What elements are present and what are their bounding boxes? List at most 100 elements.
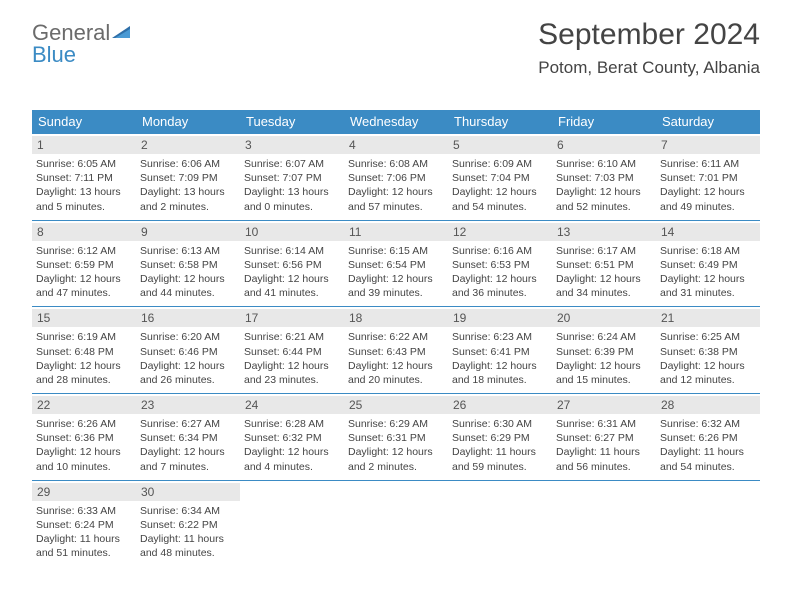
daylight-line: and 41 minutes. [244,286,340,300]
sunset-line: Sunset: 6:32 PM [244,431,340,445]
sunset-line: Sunset: 6:59 PM [36,258,132,272]
daylight-line: Daylight: 13 hours [140,185,236,199]
daylight-line: Daylight: 12 hours [36,359,132,373]
daylight-line: Daylight: 12 hours [348,272,444,286]
day-number: 13 [552,223,656,241]
sunset-line: Sunset: 7:01 PM [660,171,756,185]
calendar-week: 22Sunrise: 6:26 AMSunset: 6:36 PMDayligh… [32,394,760,481]
daylight-line: and 57 minutes. [348,200,444,214]
day-label: Monday [136,110,240,134]
daylight-line: and 12 minutes. [660,373,756,387]
sunset-line: Sunset: 7:04 PM [452,171,548,185]
daylight-line: Daylight: 12 hours [452,185,548,199]
page-location: Potom, Berat County, Albania [538,58,760,78]
sunrise-line: Sunrise: 6:11 AM [660,157,756,171]
daylight-line: Daylight: 12 hours [36,445,132,459]
sunset-line: Sunset: 6:36 PM [36,431,132,445]
daylight-line: and 7 minutes. [140,460,236,474]
sunrise-line: Sunrise: 6:22 AM [348,330,444,344]
daylight-line: and 18 minutes. [452,373,548,387]
sunset-line: Sunset: 6:29 PM [452,431,548,445]
day-label: Sunday [32,110,136,134]
calendar-cell: 29Sunrise: 6:33 AMSunset: 6:24 PMDayligh… [32,481,136,567]
daylight-line: and 34 minutes. [556,286,652,300]
calendar-cell: 26Sunrise: 6:30 AMSunset: 6:29 PMDayligh… [448,394,552,480]
calendar-cell: 1Sunrise: 6:05 AMSunset: 7:11 PMDaylight… [32,134,136,220]
calendar-cell: 23Sunrise: 6:27 AMSunset: 6:34 PMDayligh… [136,394,240,480]
sunrise-line: Sunrise: 6:28 AM [244,417,340,431]
day-number: 19 [448,309,552,327]
day-number: 29 [32,483,136,501]
daylight-line: Daylight: 12 hours [348,445,444,459]
daylight-line: Daylight: 12 hours [36,272,132,286]
sunrise-line: Sunrise: 6:21 AM [244,330,340,344]
brand-logo: General Blue [32,22,132,66]
sunrise-line: Sunrise: 6:30 AM [452,417,548,431]
calendar-cell: 7Sunrise: 6:11 AMSunset: 7:01 PMDaylight… [656,134,760,220]
sunset-line: Sunset: 6:22 PM [140,518,236,532]
sunrise-line: Sunrise: 6:25 AM [660,330,756,344]
sunrise-line: Sunrise: 6:06 AM [140,157,236,171]
sunrise-line: Sunrise: 6:07 AM [244,157,340,171]
daylight-line: and 28 minutes. [36,373,132,387]
sunset-line: Sunset: 6:27 PM [556,431,652,445]
sunset-line: Sunset: 6:43 PM [348,345,444,359]
calendar-cell: 27Sunrise: 6:31 AMSunset: 6:27 PMDayligh… [552,394,656,480]
day-number: 6 [552,136,656,154]
daylight-line: Daylight: 12 hours [140,359,236,373]
brand-triangle-icon [112,22,132,44]
calendar-cell: 12Sunrise: 6:16 AMSunset: 6:53 PMDayligh… [448,221,552,307]
sunset-line: Sunset: 6:54 PM [348,258,444,272]
sunset-line: Sunset: 6:44 PM [244,345,340,359]
day-number: 16 [136,309,240,327]
sunrise-line: Sunrise: 6:29 AM [348,417,444,431]
calendar-cell: 8Sunrise: 6:12 AMSunset: 6:59 PMDaylight… [32,221,136,307]
sunrise-line: Sunrise: 6:24 AM [556,330,652,344]
daylight-line: and 4 minutes. [244,460,340,474]
sunrise-line: Sunrise: 6:14 AM [244,244,340,258]
daylight-line: Daylight: 12 hours [556,272,652,286]
day-number: 1 [32,136,136,154]
sunrise-line: Sunrise: 6:19 AM [36,330,132,344]
sunrise-line: Sunrise: 6:31 AM [556,417,652,431]
calendar-cell: 15Sunrise: 6:19 AMSunset: 6:48 PMDayligh… [32,307,136,393]
daylight-line: and 26 minutes. [140,373,236,387]
calendar-cell-empty [448,481,552,567]
day-number: 22 [32,396,136,414]
daylight-line: and 48 minutes. [140,546,236,560]
day-number: 24 [240,396,344,414]
sunset-line: Sunset: 7:03 PM [556,171,652,185]
sunrise-line: Sunrise: 6:17 AM [556,244,652,258]
sunrise-line: Sunrise: 6:08 AM [348,157,444,171]
sunset-line: Sunset: 6:34 PM [140,431,236,445]
day-label: Friday [552,110,656,134]
daylight-line: and 23 minutes. [244,373,340,387]
day-number: 7 [656,136,760,154]
daylight-line: and 20 minutes. [348,373,444,387]
daylight-line: and 54 minutes. [452,200,548,214]
calendar-cell: 28Sunrise: 6:32 AMSunset: 6:26 PMDayligh… [656,394,760,480]
daylight-line: Daylight: 12 hours [140,445,236,459]
daylight-line: Daylight: 12 hours [452,359,548,373]
calendar-cell: 21Sunrise: 6:25 AMSunset: 6:38 PMDayligh… [656,307,760,393]
calendar-cell: 22Sunrise: 6:26 AMSunset: 6:36 PMDayligh… [32,394,136,480]
sunset-line: Sunset: 6:53 PM [452,258,548,272]
daylight-line: Daylight: 13 hours [36,185,132,199]
calendar-cell: 11Sunrise: 6:15 AMSunset: 6:54 PMDayligh… [344,221,448,307]
sunrise-line: Sunrise: 6:15 AM [348,244,444,258]
daylight-line: and 15 minutes. [556,373,652,387]
day-number: 4 [344,136,448,154]
daylight-line: Daylight: 12 hours [556,185,652,199]
daylight-line: and 2 minutes. [140,200,236,214]
daylight-line: Daylight: 12 hours [452,272,548,286]
day-number: 8 [32,223,136,241]
sunrise-line: Sunrise: 6:09 AM [452,157,548,171]
sunset-line: Sunset: 6:39 PM [556,345,652,359]
day-number: 17 [240,309,344,327]
day-number: 3 [240,136,344,154]
daylight-line: Daylight: 11 hours [36,532,132,546]
calendar-cell-empty [656,481,760,567]
calendar-cell: 20Sunrise: 6:24 AMSunset: 6:39 PMDayligh… [552,307,656,393]
day-label: Wednesday [344,110,448,134]
calendar-cell-empty [552,481,656,567]
